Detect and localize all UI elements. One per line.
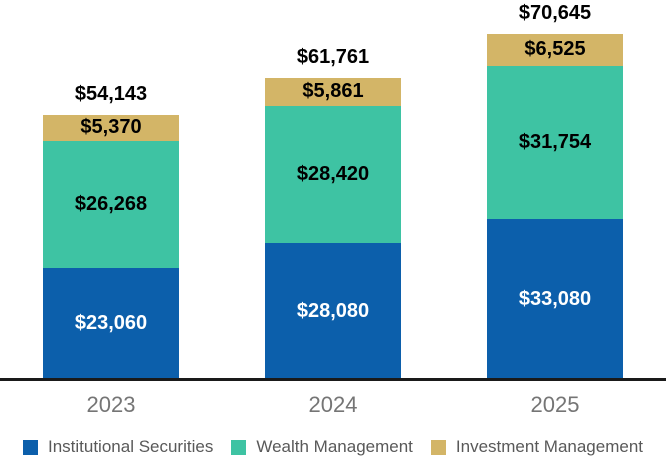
total-label-2024: $61,761 xyxy=(296,45,370,68)
x-axis-label-2023: 2023 xyxy=(86,392,136,417)
x-axis-labels: 2023 2024 2025 xyxy=(0,392,666,417)
bar-column-2025: $70,645 $6,525 $31,754 $33,080 xyxy=(487,1,623,379)
segment-wealth-management-2023: $26,268 xyxy=(43,140,179,268)
bar-column-2024: $61,761 $5,861 $28,420 $28,080 xyxy=(265,45,401,379)
legend: Institutional Securities Wealth Managemen… xyxy=(0,437,666,457)
value-label-wealth-management-2025: $31,754 xyxy=(518,130,592,153)
legend-swatch-investment-management xyxy=(430,439,446,455)
total-label-2025: $70,645 xyxy=(518,2,592,25)
bar-column-2023: $54,143 $5,370 $26,268 $23,060 xyxy=(43,82,179,379)
segment-institutional-securities-2023: $23,060 xyxy=(43,267,179,379)
x-axis-line xyxy=(0,378,666,381)
segment-institutional-securities-2024: $28,080 xyxy=(265,243,401,379)
value-label-investment-management-2025: $6,525 xyxy=(524,38,586,61)
legend-swatch-wealth-management xyxy=(231,439,247,455)
value-label-institutional-securities-2023: $23,060 xyxy=(74,311,148,334)
plot-area: $54,143 $5,370 $26,268 $23,060 $61,761 $5,861… xyxy=(43,1,623,379)
value-label-institutional-securities-2025: $33,080 xyxy=(518,287,592,310)
legend-swatch-institutional-securities xyxy=(22,439,38,455)
legend-label-investment-management: Investment Management xyxy=(455,437,644,456)
value-label-investment-management-2024: $5,861 xyxy=(302,80,364,103)
segment-investment-management-2023: $5,370 xyxy=(43,114,179,141)
x-axis-label-2024: 2024 xyxy=(308,392,358,417)
total-label-2023: $54,143 xyxy=(74,82,148,105)
segment-wealth-management-2025: $31,754 xyxy=(487,65,623,220)
segment-wealth-management-2024: $28,420 xyxy=(265,105,401,244)
segment-institutional-securities-2025: $33,080 xyxy=(487,219,623,379)
value-label-wealth-management-2024: $28,420 xyxy=(296,163,370,185)
legend-label-wealth-management: Wealth Management xyxy=(256,437,413,456)
legend-item-institutional-securities: Institutional Securities xyxy=(22,437,214,457)
value-label-wealth-management-2023: $26,268 xyxy=(74,192,148,215)
segment-investment-management-2024: $5,861 xyxy=(265,77,401,106)
legend-item-wealth-management: Wealth Management xyxy=(231,437,413,457)
value-label-investment-management-2023: $5,370 xyxy=(80,116,142,138)
x-axis-label-2025: 2025 xyxy=(530,392,580,417)
segment-investment-management-2025: $6,525 xyxy=(487,34,623,66)
legend-item-investment-management: Investment Management xyxy=(430,437,644,457)
value-label-institutional-securities-2024: $28,080 xyxy=(296,299,370,322)
legend-label-institutional-securities: Institutional Securities xyxy=(47,437,214,456)
